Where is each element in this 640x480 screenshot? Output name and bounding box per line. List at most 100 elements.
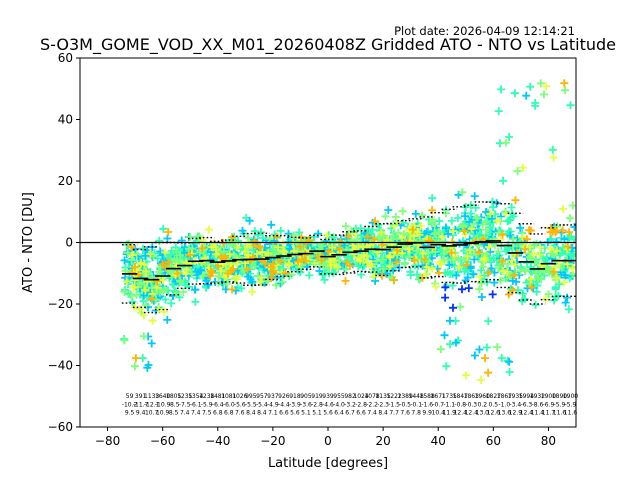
bin-stat-label: -10.9 (155, 401, 171, 408)
x-tick-label: 20 (375, 434, 390, 448)
bin-stat-label: 7.6 (400, 410, 410, 417)
bin-stat-label: 1847 (453, 393, 468, 400)
bin-stat-label: -0.1 (410, 401, 422, 408)
bin-stat-label: 13.0 (476, 410, 490, 417)
x-tick-label: 60 (486, 434, 501, 448)
scatter-series (120, 82, 576, 376)
bin-stat-label: 6.8 (224, 410, 234, 417)
bin-stat-label: 12.6 (487, 410, 501, 417)
bin-stat-label: -0.8 (454, 401, 466, 408)
bin-stat-label: 12.4 (454, 410, 468, 417)
x-tick-label: −40 (205, 434, 230, 448)
bin-stat-label: 7.5 (202, 410, 212, 417)
bin-stat-label: -6.0 (223, 401, 235, 408)
x-tick-label: −60 (150, 434, 175, 448)
bin-stat-label: 1932 (530, 393, 545, 400)
bin-stat-label: 9.9 (422, 410, 432, 417)
bin-stat-label: 5.1 (301, 410, 311, 417)
bin-stat-label: 5.6 (323, 410, 333, 417)
bin-stat-label: 1900 (563, 393, 578, 400)
bin-stat-label: -4.0 (333, 401, 345, 408)
bin-stat-label: 6.8 (213, 410, 223, 417)
bin-stat-label: 905 (300, 393, 312, 400)
bin-stat-label: -8.6 (532, 401, 544, 408)
bin-stat-label: 1222 (386, 393, 401, 400)
bin-stat-label: -4.9 (267, 401, 279, 408)
bin-stat-label: 6.4 (334, 410, 344, 417)
bin-stat-label: -0.7 (432, 401, 444, 408)
y-tick-label: 60 (58, 51, 73, 65)
y-tick-label: 20 (58, 174, 73, 188)
bin-stat-label: 1081 (221, 393, 236, 400)
bin-stat-label: -0.3 (465, 401, 477, 408)
bin-stat-label: 11.6 (564, 410, 578, 417)
bin-stat-label: 937 (267, 393, 279, 400)
bin-stat-label: 7.1 (268, 410, 278, 417)
bin-stat-label: 1640 (155, 393, 170, 400)
plot-date: Plot date: 2026-04-09 12:14:21 (394, 24, 575, 38)
bin-stat-label: 1354 (188, 393, 203, 400)
scatter-series (127, 79, 574, 377)
bin-stat-label: 1135 (375, 393, 390, 400)
bin-stat-label: -6.3 (521, 401, 533, 408)
bin-stat-label: 6.6 (356, 410, 366, 417)
bin-stat-label: 7.4 (367, 410, 377, 417)
bin-stat-label: -5.9 (201, 401, 213, 408)
bin-stat-label: 5.1 (312, 410, 322, 417)
bin-stat-label: 1448 (409, 393, 424, 400)
bin-stat-label: 7.4 (191, 410, 201, 417)
bin-stat-label: -7.5 (179, 401, 191, 408)
bin-stat-label: 12.4 (520, 410, 534, 417)
y-tick-label: −40 (48, 359, 73, 373)
bin-stat-label: 11.7 (542, 410, 556, 417)
bin-stat-label: 9.4 (136, 410, 146, 417)
chart-title: S-O3M_GOME_VOD_XX_M01_20260408Z Gridded … (40, 35, 616, 55)
bin-stat-label: 6.6 (279, 410, 289, 417)
bin-stat-label: 1389 (398, 393, 413, 400)
bin-stat-label: 1900 (541, 393, 556, 400)
bin-stat-label: 1994 (519, 393, 534, 400)
bin-statistics: 59 39111331640180512351354123814811081102… (122, 393, 578, 417)
bin-stat-label: 1235 (177, 393, 192, 400)
bin-stat-label: -3.9 (289, 401, 301, 408)
scatter-points (120, 79, 576, 385)
bin-stat-label: -11.7 (133, 401, 149, 408)
bin-stat-label: 918 (289, 393, 301, 400)
y-tick-label: 0 (65, 236, 73, 250)
bin-stat-label: 7.8 (411, 410, 421, 417)
bin-stat-label: 6.7 (345, 410, 355, 417)
x-axis: −80 −60 −40 −20 0 20 40 60 80 (95, 427, 556, 448)
bin-stat-label: 8.4 (246, 410, 256, 417)
bin-stat-label: 12.9 (509, 410, 523, 417)
bin-stat-label: 10.4 (432, 410, 446, 417)
bin-stat-label: 1805 (166, 393, 181, 400)
bin-stat-label: 1481 (210, 393, 225, 400)
bin-stat-label: 1935 (508, 393, 523, 400)
bin-stat-label: 391 (135, 393, 147, 400)
bin-stat-label: -2.3 (377, 401, 389, 408)
bin-stat-label: 9.5 (125, 410, 135, 417)
bin-stat-label: 12.4 (465, 410, 479, 417)
bin-stat-label: 1735 (442, 393, 457, 400)
bin-stat-label: 1867 (497, 393, 512, 400)
bin-stat-label: 11.4 (531, 410, 545, 417)
scatter-series (441, 283, 497, 312)
bin-stat-label: -6.1 (190, 401, 202, 408)
bin-stat-label: -3.6 (300, 401, 312, 408)
y-axis: −60 −40 −20 0 20 40 60 (48, 51, 80, 434)
bin-stat-label: 8.4 (257, 410, 267, 417)
bin-stat-label: -0.5 (399, 401, 411, 408)
bin-stat-label: -1.0 (498, 401, 510, 408)
y-tick-label: −60 (48, 420, 73, 434)
x-tick-label: 40 (431, 434, 446, 448)
bin-stat-label: -2.2 (366, 401, 378, 408)
bin-stat-label: -5.9 (565, 401, 577, 408)
bin-stat-label: 1026 (232, 393, 247, 400)
x-tick-label: −20 (260, 434, 285, 448)
bin-stat-label: 926 (278, 393, 290, 400)
bin-stat-label: 5.6 (290, 410, 300, 417)
bin-stat-label: 1078 (364, 393, 379, 400)
bin-stat-label: 1863 (464, 393, 479, 400)
bin-stat-label: 1024 (353, 393, 368, 400)
